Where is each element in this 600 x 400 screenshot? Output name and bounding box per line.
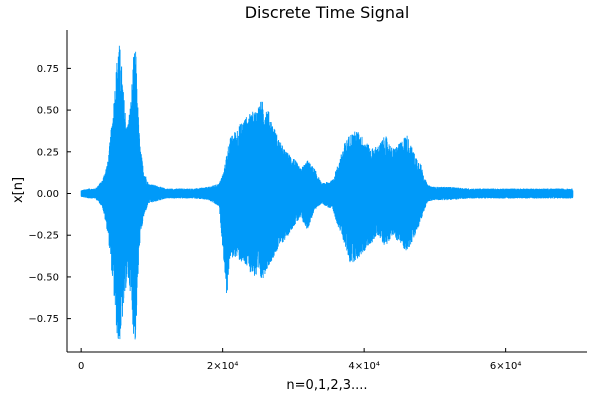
x-tick-label: 4×10⁴ [348, 361, 379, 372]
x-axis-label: n=0,1,2,3.... [286, 378, 367, 393]
y-tick-label: −0.75 [28, 314, 59, 325]
signal-line [80, 45, 574, 340]
x-tick-label: 6×10⁴ [490, 361, 521, 372]
y-tick-label: 0.25 [37, 147, 59, 158]
y-tick-label: 0.00 [37, 189, 59, 200]
x-tick-label: 2×10⁴ [207, 361, 238, 372]
y-tick-label: −0.50 [28, 272, 59, 283]
signal-series [80, 45, 574, 340]
chart-title: Discrete Time Signal [245, 3, 410, 22]
y-axis-label: x[n] [11, 177, 26, 203]
axes: −0.75 −0.50 −0.25 0.00 0.25 0.50 0.75 0 2×10⁴ 4×1… [28, 30, 587, 372]
y-tick-label: 0.50 [37, 106, 59, 117]
x-tick-label: 0 [78, 361, 84, 372]
y-tick-label: −0.25 [28, 231, 59, 242]
y-tick-label: 0.75 [37, 64, 59, 75]
